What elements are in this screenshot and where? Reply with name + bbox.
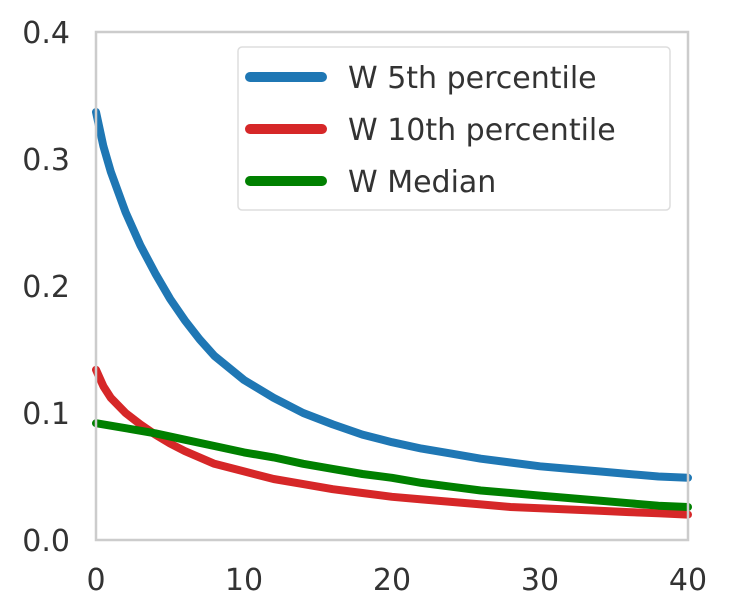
y-tick-label: 0.2 (22, 270, 70, 305)
y-tick-label: 0.0 (22, 524, 70, 559)
x-tick-label: 40 (669, 563, 707, 598)
y-tick-label: 0.3 (22, 143, 70, 178)
x-tick-label: 10 (225, 563, 263, 598)
x-tick-label: 0 (86, 563, 105, 598)
legend-label-1: W 10th percentile (348, 113, 616, 148)
legend-label-0: W 5th percentile (348, 61, 597, 96)
plot-frame (94, 30, 690, 542)
x-tick-label: 30 (521, 563, 559, 598)
x-tick-label: 20 (373, 563, 411, 598)
series-line-1 (92, 365, 692, 519)
x-axis-ticks: 0 10 20 30 40 (86, 563, 707, 598)
legend: W 5th percentile W 10th percentile W Media… (237, 46, 671, 211)
y-tick-label: 0.4 (22, 16, 70, 51)
legend-box (237, 46, 671, 211)
y-axis-ticks: 0.0 0.1 0.2 0.3 0.4 (22, 16, 70, 559)
series-line-0 (92, 108, 692, 482)
series-layer (92, 108, 692, 519)
y-tick-label: 0.1 (22, 397, 70, 432)
legend-label-2: W Median (348, 165, 496, 200)
series-line-2 (92, 419, 692, 511)
